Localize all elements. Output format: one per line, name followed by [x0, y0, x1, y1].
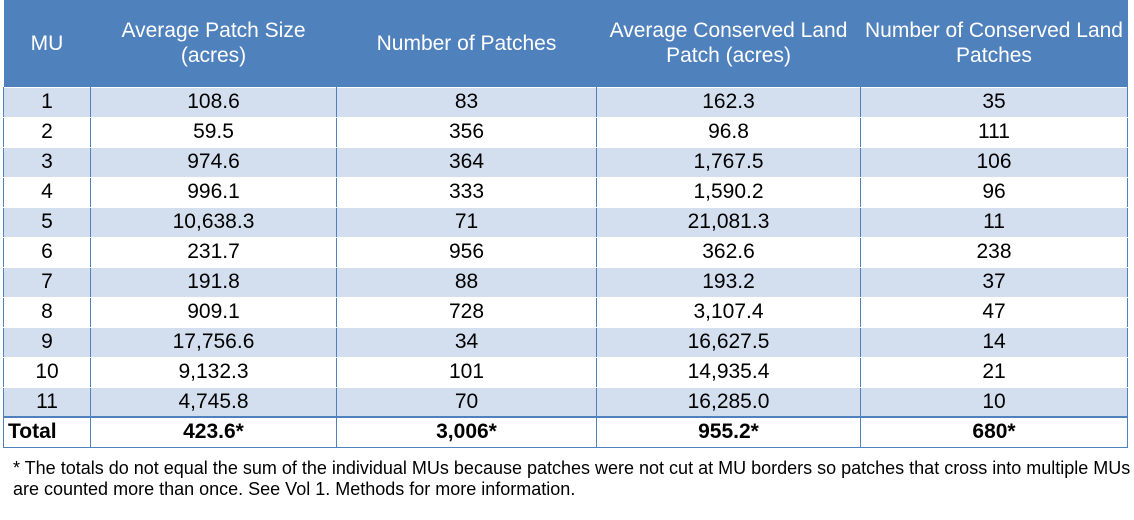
- table-cell: 35: [860, 86, 1128, 118]
- table-cell: 4: [3, 176, 91, 208]
- table-header: MU Average Patch Size (acres) Number of …: [3, 0, 1128, 87]
- table-cell: 10: [3, 356, 91, 388]
- table-row: 2 59.5 356 96.8 111: [3, 116, 1128, 148]
- total-label: Total: [3, 416, 91, 448]
- total-cell: 955.2*: [596, 416, 861, 448]
- table-cell: 7: [3, 266, 91, 298]
- table-cell: 14,935.4: [596, 356, 861, 388]
- table-cell: 21,081.3: [596, 206, 861, 238]
- table-cell: 5: [3, 206, 91, 238]
- table-cell: 9: [3, 326, 91, 358]
- table-cell: 70: [336, 386, 597, 418]
- table-cell: 162.3: [596, 86, 861, 118]
- table-cell: 71: [336, 206, 597, 238]
- table-cell: 21: [860, 356, 1128, 388]
- table-cell: 238: [860, 236, 1128, 268]
- table-row: 3 974.6 364 1,767.5 106: [3, 146, 1128, 178]
- table-cell: 191.8: [90, 266, 337, 298]
- table-cell: 37: [860, 266, 1128, 298]
- table-cell: 17,756.6: [90, 326, 337, 358]
- table-cell: 1,767.5: [596, 146, 861, 178]
- table-cell: 106: [860, 146, 1128, 178]
- table-row: 4 996.1 333 1,590.2 96: [3, 176, 1128, 208]
- table-cell: 362.6: [596, 236, 861, 268]
- table-cell: 1: [3, 86, 91, 118]
- table-cell: 974.6: [90, 146, 337, 178]
- table-cell: 6: [3, 236, 91, 268]
- table-cell: 356: [336, 116, 597, 148]
- table-row: 8 909.1 728 3,107.4 47: [3, 296, 1128, 328]
- table-cell: 47: [860, 296, 1128, 328]
- table-cell: 193.2: [596, 266, 861, 298]
- table-cell: 16,627.5: [596, 326, 861, 358]
- total-cell: 423.6*: [90, 416, 337, 448]
- table-cell: 11: [3, 386, 91, 418]
- table-cell: 83: [336, 86, 597, 118]
- table-cell: 3,107.4: [596, 296, 861, 328]
- table-cell: 956: [336, 236, 597, 268]
- table-cell: 96.8: [596, 116, 861, 148]
- header-average-conserved-land-patch: Average Conserved Land Patch (acres): [596, 0, 861, 87]
- total-cell: 3,006*: [336, 416, 597, 448]
- total-row: Total 423.6* 3,006* 955.2* 680*: [3, 416, 1128, 448]
- table-cell: 88: [336, 266, 597, 298]
- patch-statistics-table: MU Average Patch Size (acres) Number of …: [3, 0, 1128, 448]
- table-cell: 996.1: [90, 176, 337, 208]
- table-row: 1 108.6 83 162.3 35: [3, 86, 1128, 118]
- table-row: 11 4,745.8 70 16,285.0 10: [3, 386, 1128, 418]
- table-cell: 16,285.0: [596, 386, 861, 418]
- table-cell: 909.1: [90, 296, 337, 328]
- table-cell: 14: [860, 326, 1128, 358]
- table-cell: 333: [336, 176, 597, 208]
- table-cell: 4,745.8: [90, 386, 337, 418]
- table-footnote: * The totals do not equal the sum of the…: [13, 458, 1131, 499]
- header-number-of-patches: Number of Patches: [336, 0, 597, 87]
- header-row: MU Average Patch Size (acres) Number of …: [3, 0, 1128, 87]
- header-mu: MU: [3, 0, 91, 87]
- table-cell: 231.7: [90, 236, 337, 268]
- table-cell: 1,590.2: [596, 176, 861, 208]
- table-row: 7 191.8 88 193.2 37: [3, 266, 1128, 298]
- table-cell: 9,132.3: [90, 356, 337, 388]
- table-cell: 10: [860, 386, 1128, 418]
- table-row: 5 10,638.3 71 21,081.3 11: [3, 206, 1128, 238]
- table-row: 10 9,132.3 101 14,935.4 21: [3, 356, 1128, 388]
- table-cell: 364: [336, 146, 597, 178]
- table-row: 6 231.7 956 362.6 238: [3, 236, 1128, 268]
- table-body: 1 108.6 83 162.3 35 2 59.5 356 96.8 111 3 974.6 364 1…: [3, 86, 1128, 448]
- table-cell: 10,638.3: [90, 206, 337, 238]
- table-cell: 2: [3, 116, 91, 148]
- table-cell: 8: [3, 296, 91, 328]
- total-cell: 680*: [860, 416, 1128, 448]
- table-cell: 111: [860, 116, 1128, 148]
- table-cell: 101: [336, 356, 597, 388]
- table-row: 9 17,756.6 34 16,627.5 14: [3, 326, 1128, 358]
- header-number-of-conserved-land-patches: Number of Conserved Land Patches: [860, 0, 1128, 87]
- table-cell: 728: [336, 296, 597, 328]
- table-cell: 96: [860, 176, 1128, 208]
- table-cell: 108.6: [90, 86, 337, 118]
- table-cell: 11: [860, 206, 1128, 238]
- header-average-patch-size: Average Patch Size (acres): [90, 0, 337, 87]
- table-cell: 34: [336, 326, 597, 358]
- table-cell: 59.5: [90, 116, 337, 148]
- table-cell: 3: [3, 146, 91, 178]
